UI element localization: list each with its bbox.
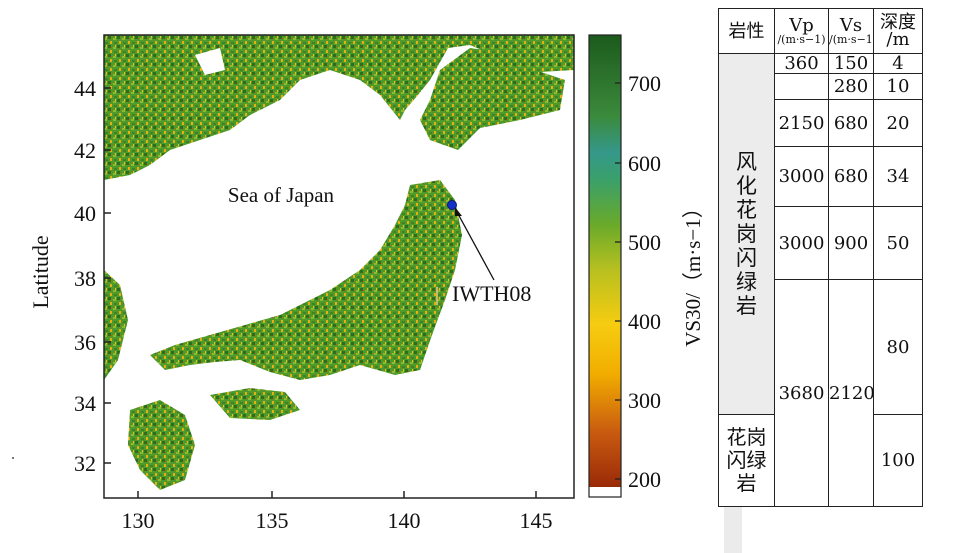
vp-cell: 2150 [774, 99, 829, 147]
stray-dot [12, 457, 14, 459]
rock-profile-table: 岩性 Vp/(m·s−1) Vs/(m·s−1) 深度/m 风化花岗闪绿岩 36… [718, 8, 923, 507]
table-row: 风化花岗闪绿岩 360 150 4 [718, 53, 923, 415]
colorbar-tick-label: 300 [628, 388, 661, 413]
y-axis-title: Latitude [28, 235, 53, 308]
rock1-label: 风化花岗闪绿岩 [736, 150, 757, 318]
colorbar-tick-label: 400 [628, 309, 661, 334]
x-tick-label: 135 [256, 508, 289, 533]
sea-label: Sea of Japan [228, 183, 335, 207]
x-tick-label: 130 [122, 508, 155, 533]
table-row: 3000 680 34 [719, 146, 923, 207]
header-depth-unit: /m [886, 29, 910, 50]
colorbar-tick-label: 500 [628, 230, 661, 255]
station-label: IWTH08 [452, 281, 531, 306]
colorbar [589, 35, 621, 487]
colorbar-tick-label: 600 [628, 151, 661, 176]
colorbar-white-band [589, 487, 621, 497]
y-tick-label: 36 [74, 330, 96, 355]
vs-cell: 680 [828, 146, 874, 207]
depth-cell: 80 [873, 279, 923, 415]
y-tick-label: 44 [74, 76, 96, 101]
vp-cell: 3000 [774, 146, 829, 207]
colorbar-tick-label: 200 [628, 467, 661, 492]
colorbar-frame [588, 34, 622, 498]
axis-ticks [104, 87, 537, 498]
depth-cell: 100 [873, 414, 923, 507]
header-lithology: 岩性 [718, 8, 775, 54]
table-row: 280 10 [719, 73, 923, 100]
colorbar-title: VS30/（m·s−1） [681, 197, 705, 347]
rock2-label: 花岗闪绿岩 [726, 425, 767, 495]
y-tick-label: 34 [74, 391, 96, 416]
header-depth: 深度/m [873, 8, 923, 54]
vp-cell: 3680 [774, 279, 829, 507]
land-terrain [104, 35, 574, 490]
vp-cell: 360 [774, 53, 829, 74]
y-tick-label: 42 [74, 138, 96, 163]
station-arrow [456, 211, 495, 281]
depth-cell: 20 [873, 99, 923, 147]
y-tick-label: 38 [74, 266, 96, 291]
table-header-row: 岩性 Vp/(m·s−1) Vs/(m·s−1) 深度/m [718, 8, 923, 54]
vs-cell: 150 [828, 53, 874, 74]
arrow-head-icon [455, 207, 462, 216]
vp-cell [774, 73, 829, 100]
y-tick-label: 32 [74, 451, 96, 476]
vs30-map-figure: 130 135 140 145 32 34 36 38 40 42 44 Lat… [28, 34, 705, 533]
table-row: 花岗闪绿岩 100 [718, 414, 923, 507]
header-vp-unit: /(m·s−1) [777, 32, 826, 46]
vs-cell: 2120 [828, 279, 874, 507]
header-vs: Vs/(m·s−1) [828, 8, 874, 54]
rock-weathered-granodiorite: 风化花岗闪绿岩 [718, 53, 775, 415]
colorbar-tick-label: 700 [628, 71, 661, 96]
depth-cell: 4 [873, 53, 923, 74]
header-vp-symbol: Vp [789, 14, 814, 36]
vs-cell: 900 [828, 206, 874, 280]
depth-cell: 10 [873, 73, 923, 100]
vp-cell: 3000 [774, 206, 829, 280]
table-row: 3000 900 50 [719, 206, 923, 280]
colorbar-ticks [615, 82, 621, 480]
header-depth-label: 深度 [880, 12, 916, 33]
station-marker [447, 200, 457, 210]
vs-cell: 680 [828, 99, 874, 147]
depth-cell: 34 [873, 146, 923, 207]
y-tick-label: 40 [74, 201, 96, 226]
header-vs-unit: /(m·s−1) [829, 32, 874, 46]
table-row: 2150 680 20 [719, 99, 923, 147]
header-vp: Vp/(m·s−1) [774, 8, 829, 54]
depth-cell: 50 [873, 206, 923, 280]
vs-cell: 280 [828, 73, 874, 100]
x-tick-label: 140 [388, 508, 421, 533]
gray-strip [724, 504, 742, 553]
header-vs-symbol: Vs [839, 14, 863, 36]
x-tick-label: 145 [520, 508, 553, 533]
table-row: 3680 2120 80 [719, 279, 923, 507]
map-frame [103, 34, 575, 499]
rock-granodiorite: 花岗闪绿岩 [718, 414, 775, 507]
